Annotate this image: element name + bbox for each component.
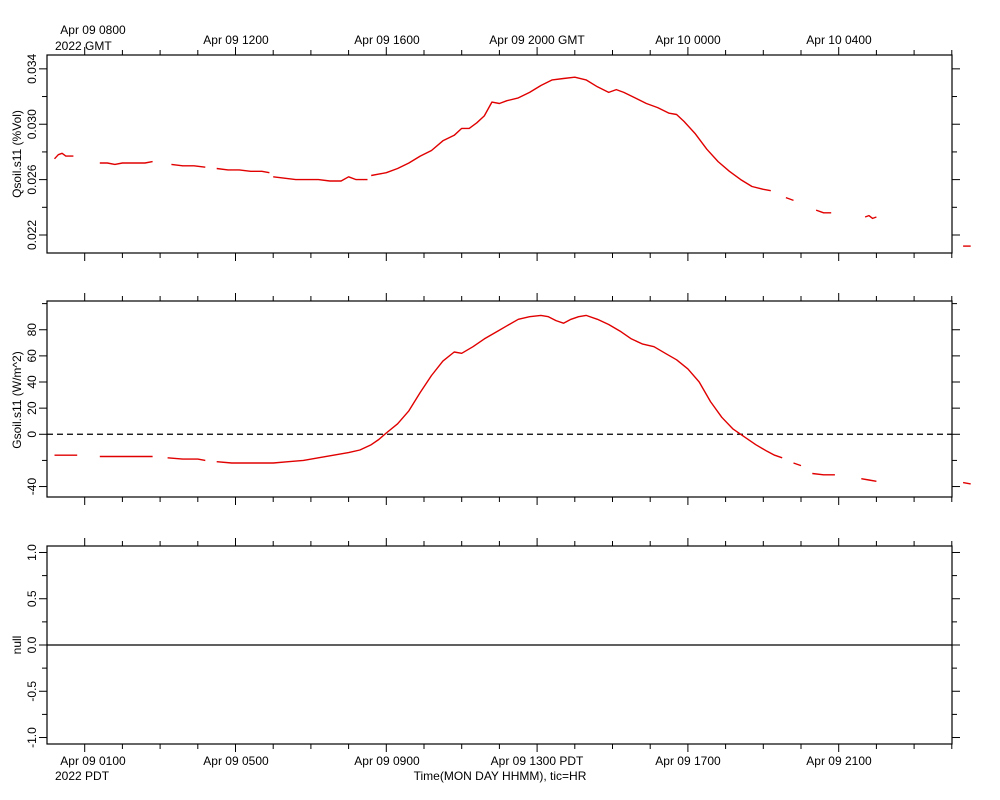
bottom-year-label: 2022 PDT <box>55 769 110 783</box>
bottom-tick-label-6: Apr 09 2100 <box>806 754 872 768</box>
bottom-tick-label-1: Apr 09 0100 <box>60 754 126 768</box>
y-tick-label: -0.5 <box>25 681 39 702</box>
panel-1-ylabel: Qsoil.s11 (%Vol) <box>10 110 24 198</box>
y-tick-label: 0 <box>25 431 39 438</box>
y-tick-label: -40 <box>25 478 39 496</box>
series-line-segment <box>371 76 771 192</box>
top-tick-label-1: Apr 09 0800 <box>60 23 126 37</box>
y-tick-label: 0.030 <box>25 109 39 139</box>
series-line-segment <box>216 314 783 464</box>
bottom-tick-label-5: Apr 09 1700 <box>655 754 721 768</box>
series-line-segment <box>861 478 877 482</box>
top-tick-label-5: Apr 10 0000 <box>655 33 721 47</box>
top-axis-labels: Apr 09 0800 2022 GMT Apr 09 1200 Apr 09 … <box>55 23 872 53</box>
panel-2-ylabel: Gsoil.s11 (W/m^2) <box>10 351 24 448</box>
x-axis-title: Time(MON DAY HHMM), tic=HR <box>414 769 587 783</box>
top-tick-label-4: Apr 09 2000 GMT <box>489 33 585 47</box>
series-line-segment <box>785 196 794 202</box>
series-line-segment <box>167 457 206 462</box>
y-tick-label: 0.0 <box>25 636 39 653</box>
bottom-tick-label-4: Apr 09 1300 PDT <box>491 754 584 768</box>
y-tick-label: 40 <box>25 375 39 389</box>
bottom-tick-label-3: Apr 09 0900 <box>354 754 420 768</box>
series-line-segment <box>815 209 832 214</box>
top-tick-label-6: Apr 10 0400 <box>806 33 872 47</box>
series-line-segment <box>216 167 270 174</box>
y-tick-label: 0.026 <box>25 164 39 194</box>
y-tick-label: 80 <box>25 323 39 337</box>
series-line-segment <box>99 160 153 166</box>
top-tick-label-2: Apr 09 1200 <box>203 33 269 47</box>
series-line-segment <box>273 176 368 182</box>
panel-1-frame <box>46 54 953 254</box>
series-line-segment <box>962 481 971 485</box>
top-tick-label-3: Apr 09 1600 <box>354 33 420 47</box>
series-line-segment <box>812 472 835 476</box>
series-line-segment <box>793 462 802 467</box>
y-tick-label: 60 <box>25 349 39 363</box>
chart-marks: 0.022 0.026 0.030 0.034 -40 0 20 40 60 80 -1.0 -0.5… <box>25 47 971 752</box>
y-tick-label: 20 <box>25 401 39 415</box>
y-tick-label: -1.0 <box>25 727 39 748</box>
y-tick-label: 0.5 <box>25 590 39 607</box>
series-line-segment <box>171 163 206 168</box>
y-tick-label: 0.022 <box>25 220 39 250</box>
series-line-segment <box>864 214 877 220</box>
bottom-axis-labels: Apr 09 0100 Apr 09 0500 Apr 09 0900 Apr … <box>55 754 872 783</box>
y-tick-label: 0.034 <box>25 54 39 84</box>
bottom-tick-label-2: Apr 09 0500 <box>203 754 269 768</box>
y-tick-label: 1.0 <box>25 544 39 561</box>
top-year-label: 2022 GMT <box>55 39 112 53</box>
panel-3-ylabel: null <box>10 636 24 655</box>
series-line-segment <box>53 152 74 160</box>
